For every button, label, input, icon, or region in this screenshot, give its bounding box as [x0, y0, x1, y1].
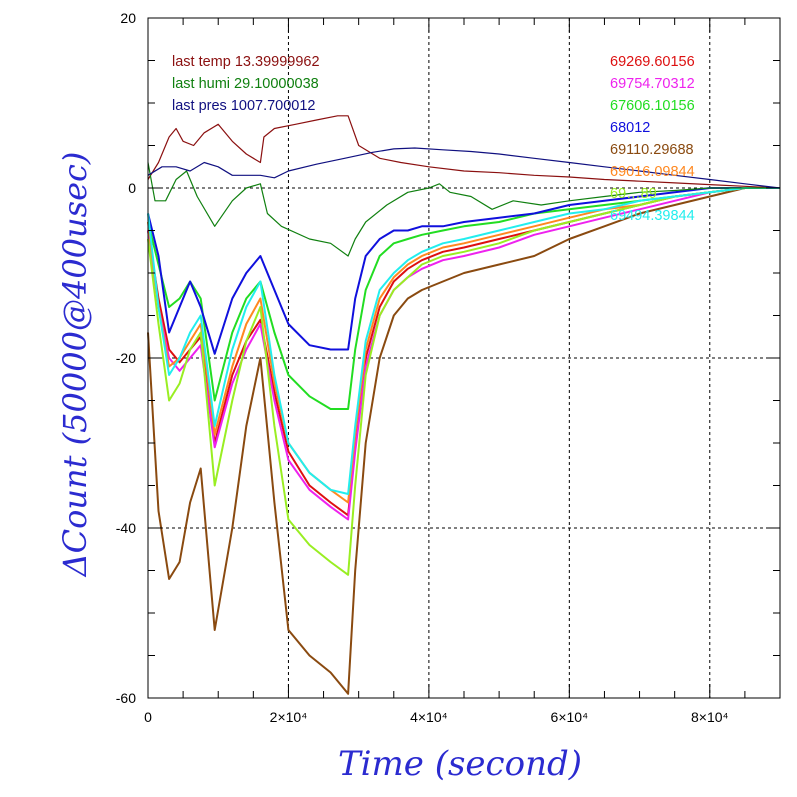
legend-entry-2: 67606.10156 [610, 98, 695, 114]
legend-entry-5: 69016.09844 [610, 164, 695, 180]
y-tick-label-3: -40 [116, 520, 136, 536]
series-line-3 [147, 187, 780, 355]
annotation-2: last pres 1007.700012 [172, 98, 316, 114]
x-tick-label-2: 4×10⁴ [410, 709, 448, 725]
legend-entry-4: 69110.29688 [610, 142, 694, 158]
axis-ticks: 0 2×10⁴ 4×10⁴ 6×10⁴ 8×10⁴ 20 0 -20 -40 -60 [116, 10, 781, 725]
y-tick-label-0: 20 [120, 10, 136, 26]
y-tick-label-4: -60 [116, 690, 136, 706]
x-tick-label-1: 2×10⁴ [270, 709, 308, 725]
legend-entry-0: 69269.60156 [610, 54, 695, 70]
y-tick-label-2: -20 [116, 350, 136, 366]
x-axis-title: Time (second) [338, 744, 582, 784]
legend-entry-6: 69…89 [610, 186, 657, 202]
x-tick-label-3: 6×10⁴ [551, 709, 589, 725]
series-line-8 [147, 115, 781, 189]
series-line-6 [147, 187, 780, 576]
y-axis-title: ΔCount (50000@400usec) [56, 152, 94, 579]
annotation-1: last humi 29.10000038 [172, 76, 319, 92]
series-line-10 [147, 147, 781, 189]
legend-entry-3: 68012 [610, 120, 650, 136]
x-tick-label-0: 0 [144, 709, 152, 725]
legend-entry-1: 69754.70312 [610, 76, 695, 92]
series-lines [147, 115, 781, 695]
legend-entry-7: 69494.39844 [610, 208, 695, 224]
x-tick-label-4: 8×10⁴ [691, 709, 729, 725]
series-line-9 [147, 162, 780, 257]
annotation-0: last temp 13.39999962 [172, 54, 320, 70]
y-tick-label-1: 0 [128, 180, 136, 196]
annotations: last temp 13.39999962 last humi 29.100000… [172, 54, 320, 114]
series-line-4 [147, 187, 780, 695]
series-line-7 [147, 187, 780, 495]
legend: 69269.60156 69754.70312 67606.10156 68012 69… [610, 54, 695, 224]
grid [148, 18, 780, 698]
